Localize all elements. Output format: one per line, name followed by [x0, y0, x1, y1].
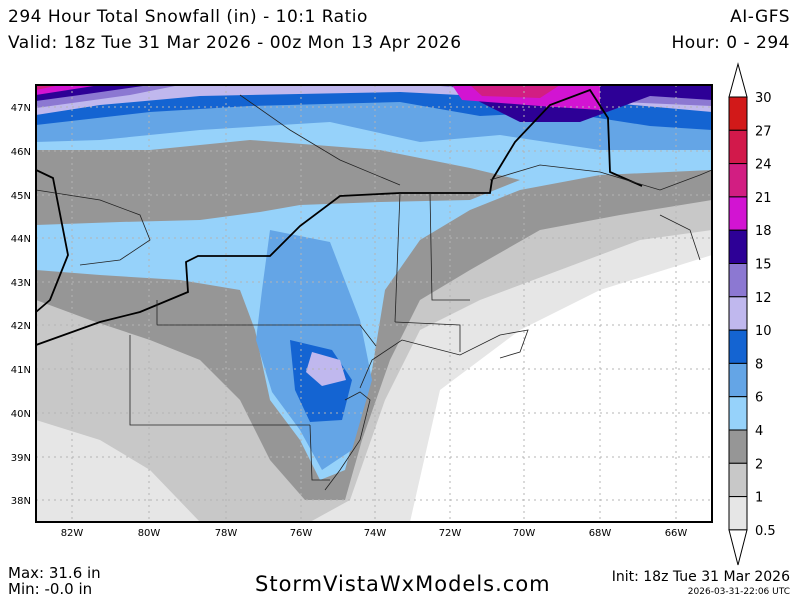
snowfall-contour	[36, 140, 520, 225]
init-time: Init: 18z Tue 31 Mar 2026	[611, 569, 790, 585]
colorbar-label: 6	[755, 391, 763, 406]
longitude-label: 68W	[589, 528, 612, 539]
snowfall-contour	[470, 85, 560, 98]
colorbar-swatch	[728, 196, 748, 231]
colorbar-label: 4	[755, 424, 763, 439]
colorbar-label: 24	[755, 158, 772, 173]
state-border	[359, 329, 529, 389]
colorbar-label: 15	[755, 258, 772, 273]
latitude-label: 45N	[11, 191, 31, 202]
latitude-label: 39N	[11, 453, 31, 464]
national-border	[36, 169, 69, 313]
state-border	[429, 192, 470, 301]
colorbar-label: 30	[755, 91, 772, 106]
state-border	[324, 391, 371, 491]
colorbar-swatch	[728, 96, 748, 131]
latitude-label: 38N	[11, 496, 31, 507]
colorbar-swatch	[728, 329, 748, 364]
map-frame	[35, 84, 713, 523]
snowfall-contour	[36, 85, 100, 95]
colorbar-label: 0.5	[755, 524, 776, 539]
longitude-label: 74W	[364, 528, 387, 539]
colorbar-swatch	[728, 362, 748, 398]
state-border	[239, 94, 401, 186]
longitude-label: 66W	[665, 528, 688, 539]
latitude-label: 47N	[11, 103, 31, 114]
colorbar-label: 21	[755, 191, 772, 206]
longitude-label: 78W	[215, 528, 238, 539]
map-title: 294 Hour Total Snowfall (in) - 10:1 Rati…	[8, 7, 368, 27]
colorbar-swatch	[728, 396, 748, 431]
latitude-label: 41N	[11, 365, 31, 376]
state-border	[129, 335, 310, 426]
longitude-label: 72W	[439, 528, 462, 539]
longitude-label: 70W	[513, 528, 536, 539]
generated-timestamp: 2026-03-31-22:06 UTC	[687, 587, 790, 597]
colorbar-label: 2	[755, 457, 763, 472]
colorbar-label: 1	[755, 491, 763, 506]
state-border	[659, 214, 701, 261]
max-value: Max: 31.6 in	[8, 564, 101, 582]
colorbar-swatch	[728, 462, 748, 498]
colorbar-label: 27	[755, 124, 772, 139]
colorbar-label: 12	[755, 291, 772, 306]
colorbar-label: 8	[755, 357, 763, 372]
state-border	[394, 321, 461, 352]
colorbar-label: 18	[755, 224, 772, 239]
colorbar-swatch	[728, 129, 748, 165]
snowfall-contour	[36, 85, 60, 90]
website-label: StormVistaWxModels.com	[255, 572, 551, 596]
state-border	[394, 192, 401, 323]
latitude-label: 44N	[11, 234, 31, 245]
latitude-label: 43N	[11, 278, 31, 289]
colorbar-label: 10	[755, 324, 772, 339]
latitude-label: 42N	[11, 321, 31, 332]
colorbar-swatch	[728, 263, 748, 298]
colorbar-swatch	[728, 229, 748, 264]
political-borders	[36, 88, 712, 491]
longitude-label: 76W	[290, 528, 313, 539]
state-border	[36, 189, 151, 266]
colorbar-min-arrow	[728, 529, 748, 566]
colorbar-swatch	[728, 163, 748, 198]
state-border	[156, 300, 377, 347]
valid-period: Valid: 18z Tue 31 Mar 2026 - 00z Mon 13 …	[8, 33, 462, 53]
model-name: AI-GFS	[730, 7, 790, 27]
colorbar-max-arrow	[728, 62, 748, 98]
colorbar-swatch	[728, 429, 748, 464]
forecast-hours: Hour: 0 - 294	[671, 33, 790, 53]
state-border	[309, 424, 330, 481]
longitude-label: 80W	[138, 528, 161, 539]
latitude-label: 40N	[11, 409, 31, 420]
colorbar-swatch	[728, 296, 748, 331]
longitude-label: 82W	[61, 528, 84, 539]
state-border	[489, 164, 712, 191]
lat-lon-grid	[36, 85, 712, 522]
national-border	[36, 88, 643, 346]
min-value: Min: -0.0 in	[8, 580, 93, 598]
colorbar-swatch	[728, 496, 748, 531]
latitude-label: 46N	[11, 147, 31, 158]
